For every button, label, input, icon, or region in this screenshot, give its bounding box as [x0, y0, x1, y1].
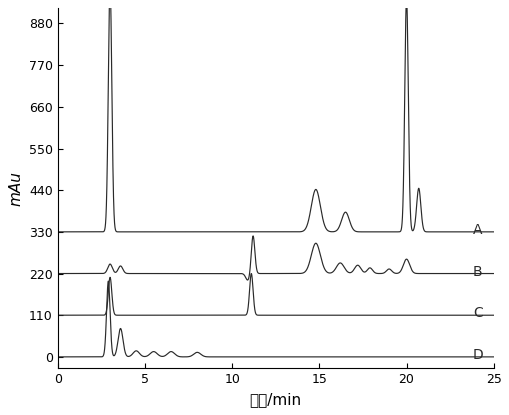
X-axis label: 时间/min: 时间/min — [249, 392, 301, 407]
Text: A: A — [472, 223, 482, 237]
Text: C: C — [472, 306, 482, 320]
Text: D: D — [472, 348, 483, 362]
Text: B: B — [472, 265, 482, 278]
Y-axis label: mAu: mAu — [8, 171, 23, 206]
